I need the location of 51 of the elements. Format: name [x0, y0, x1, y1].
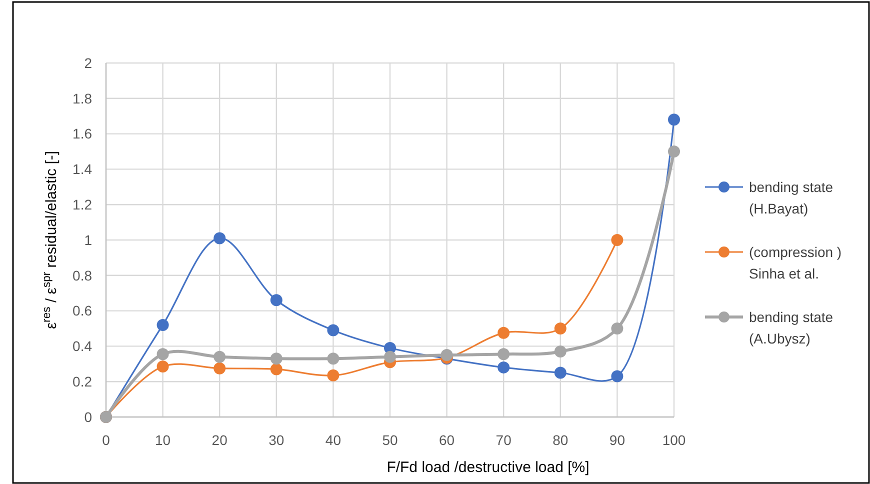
point [214, 350, 226, 363]
legend-label: (compression ) Sinha et al. [749, 244, 842, 282]
y-tick-label: 1.4 [72, 161, 92, 178]
point [156, 360, 169, 373]
point [668, 114, 680, 126]
point [327, 369, 340, 382]
x-tick-label: 50 [382, 432, 398, 448]
point [270, 363, 282, 376]
point [611, 234, 624, 246]
x-tick-label: 80 [552, 432, 568, 448]
y-tick-label: 0 [84, 408, 92, 425]
point [611, 322, 624, 334]
point [327, 324, 340, 336]
x-axis-title: F/Fd load /destructive load [%] [386, 459, 590, 476]
y-tick-label: 0.6 [72, 302, 92, 319]
point [554, 346, 566, 358]
point [611, 370, 624, 382]
x-tick-label: 100 [662, 432, 686, 448]
point [440, 349, 453, 362]
point [668, 146, 680, 158]
y-tick-label: 1.2 [72, 196, 92, 212]
point [554, 366, 566, 379]
y-tick-label: 1.6 [72, 126, 92, 142]
x-tick-label: 20 [212, 432, 228, 448]
point [270, 352, 282, 365]
legend-label: bending state (A.Ubysz) [749, 308, 834, 347]
point [156, 348, 169, 360]
point [327, 352, 340, 365]
point [384, 350, 396, 363]
point [498, 348, 510, 360]
x-tick-label: 70 [496, 432, 512, 448]
point [270, 294, 282, 306]
point [498, 326, 510, 339]
y-tick-label: 1.8 [72, 90, 92, 106]
y-tick-label: 0.8 [72, 267, 92, 284]
y-tick-label: 0.4 [72, 338, 92, 354]
x-tick-label: 40 [325, 432, 342, 448]
x-tick-label: 10 [155, 432, 171, 448]
point [554, 322, 566, 334]
point [498, 361, 510, 374]
x-tick-label: 90 [609, 432, 626, 448]
y-tick-label: 1 [84, 232, 92, 248]
x-tick-label: 60 [439, 432, 455, 448]
point [214, 232, 226, 244]
y-tick-label: 0.2 [72, 374, 92, 390]
point [214, 362, 226, 374]
legend-label: bending state (H.Bayat) [749, 178, 834, 217]
x-tick-label: 0 [102, 432, 110, 448]
y-tick-label: 2 [84, 54, 92, 71]
x-tick-label: 30 [268, 432, 284, 448]
point [156, 318, 169, 331]
